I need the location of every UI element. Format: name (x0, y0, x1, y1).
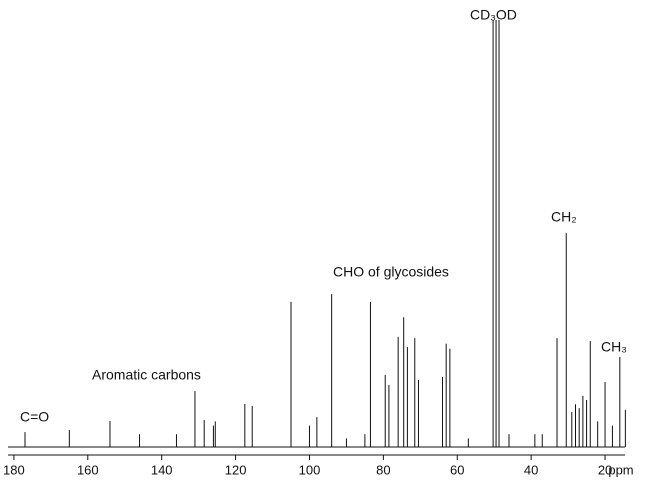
x-tick-label: 20 (598, 462, 612, 477)
x-tick-label: 180 (3, 462, 25, 477)
x-tick-label: 140 (151, 462, 173, 477)
annotation: CD₃OD (470, 7, 517, 23)
x-tick-label: 120 (225, 462, 247, 477)
x-tick-label: 40 (524, 462, 538, 477)
x-tick-label: 80 (376, 462, 390, 477)
annotation: CH₃ (601, 339, 627, 355)
x-tick-label: 100 (299, 462, 321, 477)
x-tick-label: 160 (77, 462, 99, 477)
annotation: C=O (20, 409, 49, 425)
annotation: CH₂ (551, 209, 577, 225)
x-tick-label: 60 (450, 462, 464, 477)
x-axis-label: ppm (608, 462, 633, 477)
annotation: Aromatic carbons (92, 367, 201, 383)
annotation: CHO of glycosides (333, 264, 449, 280)
